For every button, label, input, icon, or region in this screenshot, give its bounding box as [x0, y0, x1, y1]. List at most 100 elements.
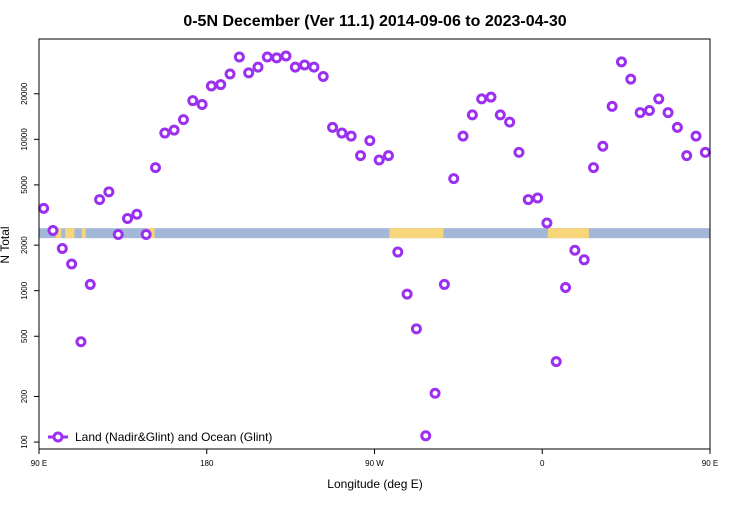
- data-point: [327, 121, 339, 133]
- x-axis: 90 E 180 90 W 0 90 E: [31, 449, 718, 468]
- data-points: [38, 50, 711, 442]
- data-point: [215, 79, 227, 91]
- data-point: [75, 336, 87, 348]
- data-point: [653, 93, 665, 105]
- y-tick-label: 10000: [20, 128, 29, 151]
- data-point: [112, 229, 124, 241]
- data-point: [541, 217, 553, 229]
- data-point: [681, 150, 693, 162]
- data-point: [625, 73, 637, 85]
- y-tick-label: 500: [20, 329, 29, 343]
- data-point: [615, 56, 627, 68]
- plot-frame: [38, 38, 711, 450]
- data-point: [494, 109, 506, 121]
- data-point: [634, 107, 646, 119]
- data-point: [550, 356, 562, 368]
- data-point: [280, 50, 292, 62]
- data-point: [532, 192, 544, 204]
- data-point: [233, 51, 245, 63]
- y-tick-label: 100: [20, 435, 29, 449]
- data-point: [429, 387, 441, 399]
- data-point: [122, 212, 134, 224]
- data-point: [38, 202, 50, 214]
- data-point: [317, 71, 329, 83]
- y-tick-label: 1000: [20, 281, 29, 299]
- land-ocean-strip: [39, 228, 710, 239]
- y-axis: 100 200 500 1000 2000 5000 10000 20000: [20, 82, 39, 449]
- data-point: [662, 107, 674, 119]
- legend: Land (Nadir&Glint) and Ocean (Glint): [48, 430, 272, 444]
- land-segment: [81, 228, 86, 239]
- data-point: [243, 67, 255, 79]
- legend-label: Land (Nadir&Glint) and Ocean (Glint): [75, 430, 272, 444]
- data-point: [177, 114, 189, 126]
- y-axis-label: N Total: [0, 226, 12, 263]
- data-point: [140, 229, 152, 241]
- data-point: [401, 288, 413, 300]
- data-point: [522, 194, 534, 206]
- land-segment: [547, 228, 589, 239]
- data-point: [457, 130, 469, 142]
- x-tick-label: 90 E: [31, 459, 47, 468]
- data-point: [271, 52, 283, 64]
- data-point: [382, 150, 394, 162]
- land-segment: [389, 228, 444, 239]
- data-point: [588, 162, 600, 174]
- data-point: [131, 208, 143, 220]
- x-tick-label: 90 W: [365, 459, 384, 468]
- data-point: [47, 224, 59, 236]
- data-point: [103, 186, 115, 198]
- data-point: [261, 51, 273, 63]
- data-point: [606, 100, 618, 112]
- data-point: [355, 150, 367, 162]
- data-point: [187, 95, 199, 107]
- data-point: [699, 146, 711, 158]
- y-tick-label: 200: [20, 389, 29, 403]
- data-point: [149, 162, 161, 174]
- land-segment: [55, 228, 62, 239]
- data-point: [671, 121, 683, 133]
- data-point: [420, 430, 432, 442]
- data-point: [94, 194, 106, 206]
- data-point: [224, 68, 236, 80]
- x-axis-label: Longitude (deg E): [327, 477, 422, 491]
- data-point: [485, 91, 497, 103]
- data-point: [308, 61, 320, 73]
- data-point: [289, 61, 301, 73]
- data-point: [569, 244, 581, 256]
- data-point: [560, 281, 572, 293]
- data-point: [466, 109, 478, 121]
- data-point: [159, 127, 171, 139]
- data-point: [513, 146, 525, 158]
- data-point: [364, 135, 376, 147]
- data-point: [504, 116, 516, 128]
- data-point: [299, 59, 311, 71]
- y-tick-label: 2000: [20, 236, 29, 254]
- data-point: [476, 93, 488, 105]
- data-point: [448, 173, 460, 185]
- chart-title: 0-5N December (Ver 11.1) 2014-09-06 to 2…: [183, 13, 566, 30]
- data-point: [66, 258, 78, 270]
- data-point: [336, 127, 348, 139]
- data-point: [392, 246, 404, 258]
- data-point: [196, 98, 208, 110]
- x-tick-label: 90 E: [702, 459, 718, 468]
- ocean-band: [39, 228, 710, 239]
- data-point: [84, 278, 96, 290]
- data-point: [345, 130, 357, 142]
- data-point: [373, 154, 385, 166]
- data-point: [438, 278, 450, 290]
- data-point: [578, 254, 590, 266]
- x-tick-label: 0: [540, 459, 545, 468]
- data-point: [410, 323, 422, 335]
- data-point: [252, 61, 264, 73]
- data-point: [597, 140, 609, 152]
- land-segment: [65, 228, 75, 239]
- data-point: [690, 130, 702, 142]
- y-tick-label: 5000: [20, 175, 29, 193]
- data-point: [643, 105, 655, 117]
- data-point: [168, 124, 180, 136]
- data-point: [56, 243, 68, 255]
